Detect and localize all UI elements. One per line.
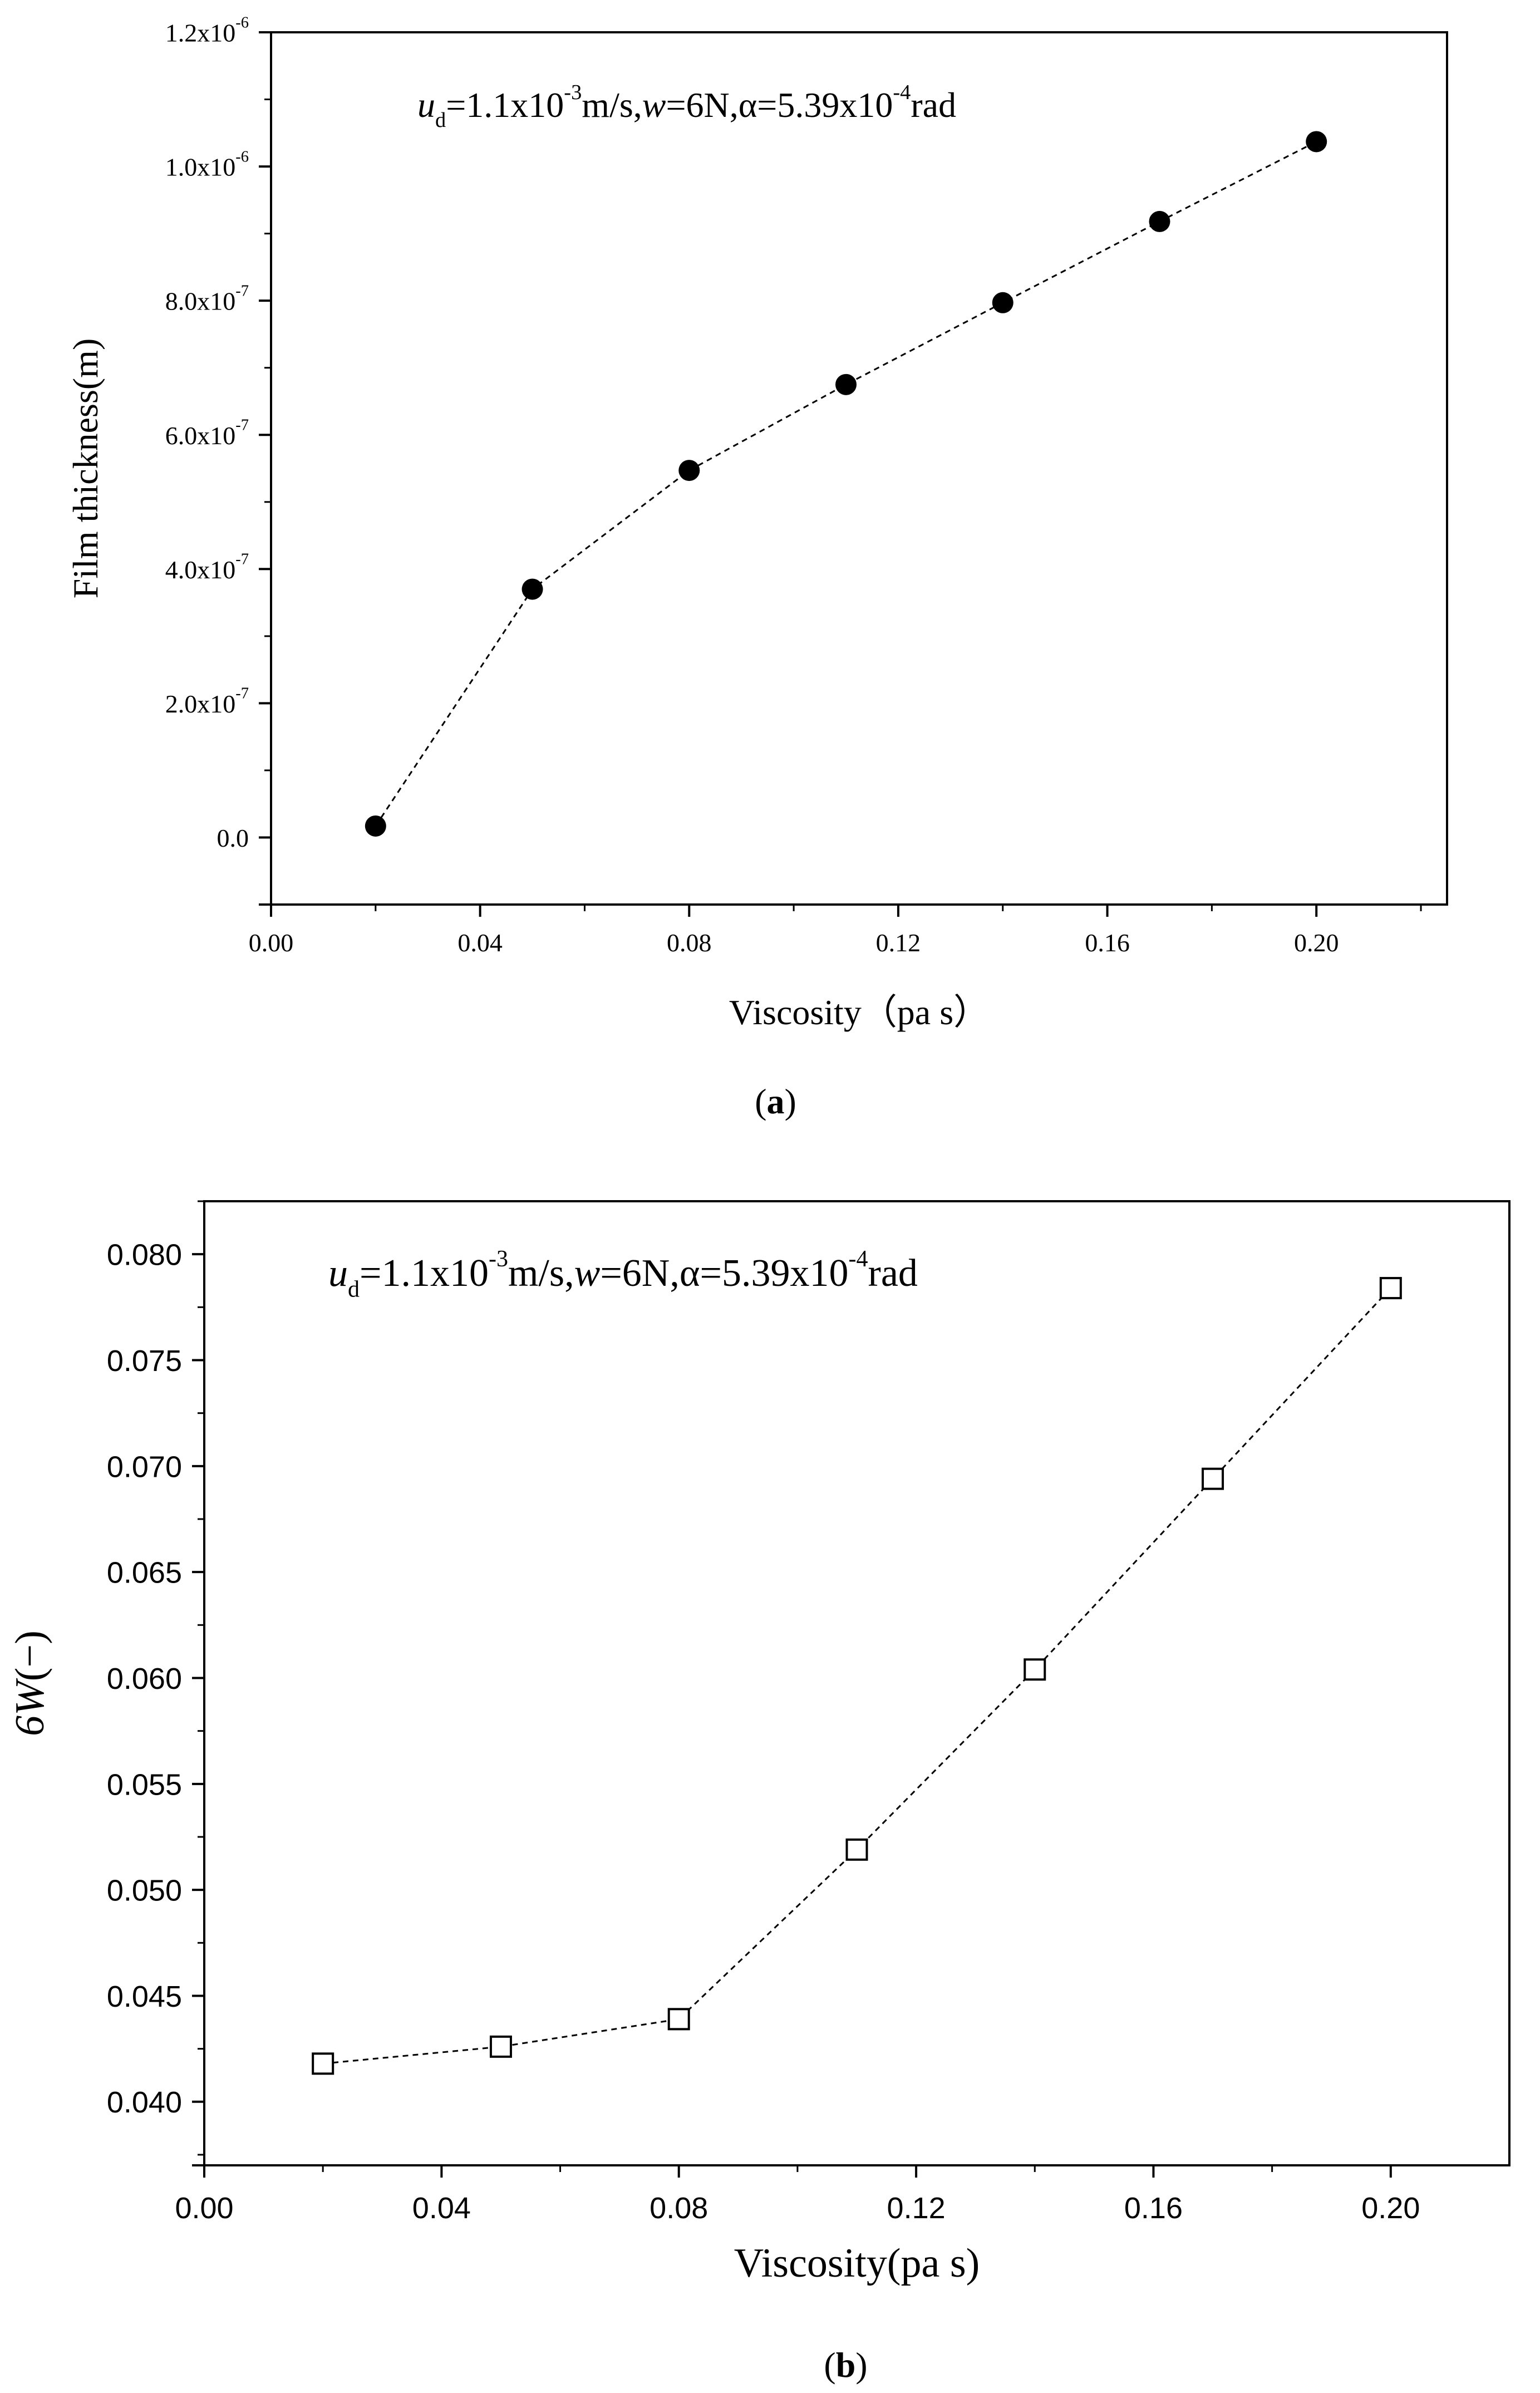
y-axis-label: 6W(−) — [7, 1630, 53, 1736]
parameter-annotation: ud=1.1x10-3m/s,w=6N,α=5.39x10-4rad — [417, 81, 956, 132]
x-tick-label: 0.12 — [887, 2191, 946, 2225]
y-tick-label: 1.0x10-6 — [165, 148, 249, 181]
y-tick-label: 0.060 — [107, 1662, 182, 1696]
y-tick-label: 0.075 — [107, 1344, 182, 1378]
data-point — [678, 460, 700, 481]
y-tick-label: 0.0 — [217, 824, 249, 852]
x-tick-label: 0.00 — [175, 2191, 233, 2225]
x-tick-label: 0.16 — [1124, 2191, 1183, 2225]
x-tick-label: 0.16 — [1085, 928, 1130, 957]
y-tick-label: 1.2x10-6 — [165, 14, 249, 47]
data-point — [489, 2035, 512, 2058]
plot-frame — [270, 31, 1448, 906]
y-tick-label: 8.0x10-7 — [165, 282, 249, 315]
x-axis-label: Viscosity（pa s） — [729, 992, 989, 1032]
x-tick-label: 0.12 — [876, 928, 921, 957]
y-tick-label: 0.050 — [107, 1874, 182, 1908]
x-tick-label: 0.04 — [457, 928, 503, 957]
data-point — [992, 292, 1013, 313]
data-point — [1149, 210, 1170, 232]
chart-panel-b: 0.00 0.04 0.08 0.12 0.16 0.20 0.040 0.045 0.050 0… — [7, 1200, 1511, 2385]
data-point — [312, 2052, 334, 2075]
data-point — [835, 374, 857, 395]
y-tick-label: 0.080 — [107, 1239, 182, 1272]
y-tick-label: 6.0x10-7 — [165, 416, 249, 449]
x-axis-label: Viscosity(pa s) — [734, 2240, 980, 2286]
x-tick-label: 0.08 — [667, 928, 712, 957]
data-point — [1024, 1658, 1046, 1681]
y-axis-label: Film thickness(m) — [66, 338, 105, 599]
data-point — [845, 1838, 868, 1861]
panel-label: (a) — [755, 1082, 796, 1121]
y-tick-label: 0.040 — [107, 2086, 182, 2119]
data-point — [1379, 1277, 1402, 1300]
y-tick-label: 0.065 — [107, 1556, 182, 1590]
panel-label: (b) — [824, 2345, 867, 2385]
data-point — [1306, 131, 1327, 153]
data-point — [365, 815, 386, 837]
plot-frame — [203, 1200, 1511, 2166]
data-point — [1202, 1467, 1224, 1490]
y-tick-label: 0.055 — [107, 1768, 182, 1801]
y-tick-label: 4.0x10-7 — [165, 551, 249, 584]
data-point — [521, 578, 543, 600]
y-tick-label: 0.045 — [107, 1980, 182, 2013]
x-tick-label: 0.00 — [249, 928, 294, 957]
x-tick-label: 0.04 — [412, 2191, 471, 2225]
x-tick-label: 0.20 — [1361, 2191, 1420, 2225]
parameter-annotation: ud=1.1x10-3m/s,w=6N,α=5.39x10-4rad — [328, 1246, 918, 1303]
y-tick-label: 2.0x10-7 — [165, 685, 249, 718]
x-tick-label: 0.08 — [650, 2191, 708, 2225]
y-tick-label: 0.070 — [107, 1450, 182, 1483]
data-point — [667, 2008, 690, 2031]
chart-panel-a: 0.00 0.04 0.08 0.12 0.16 0.20 0.0 2.0x10-7 4.0x1… — [66, 14, 1448, 1121]
x-tick-label: 0.20 — [1294, 928, 1339, 957]
